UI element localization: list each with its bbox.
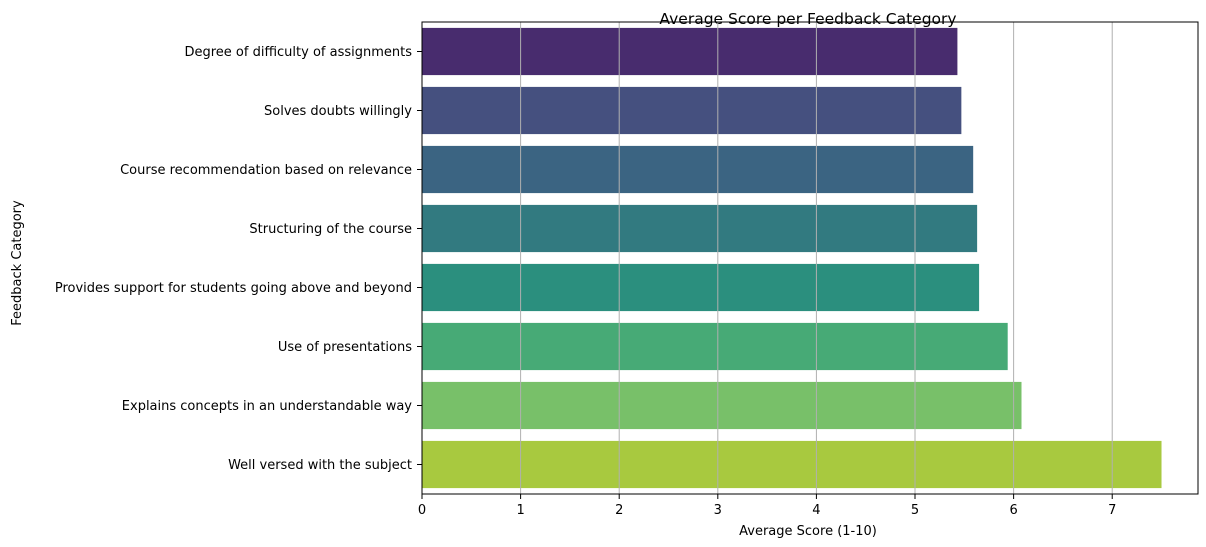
bar-3 — [422, 145, 974, 194]
bar-2 — [422, 86, 962, 135]
bar-4 — [422, 204, 978, 253]
x-tick-label: 4 — [812, 503, 820, 518]
plot-frame — [421, 21, 1199, 495]
chart-title: Average Score per Feedback Category — [659, 10, 956, 28]
y-tick-label: Course recommendation based on relevance — [120, 163, 412, 178]
y-axis-label: Feedback Category — [10, 200, 25, 326]
x-axis: 0 1 2 3 4 5 6 7 — [418, 494, 1116, 518]
y-tick-label: Explains concepts in an understandable w… — [122, 399, 413, 414]
x-tick-label: 6 — [1009, 503, 1017, 518]
x-tick-label: 1 — [516, 503, 524, 518]
y-axis: Degree of difficulty of assignments Solve… — [55, 45, 422, 473]
bar-7 — [422, 381, 1022, 430]
bars — [422, 27, 1162, 489]
y-tick-label: Provides support for students going abov… — [55, 281, 412, 296]
bar-6 — [422, 322, 1008, 371]
x-tick-label: 5 — [911, 503, 919, 518]
x-tick-label: 2 — [615, 503, 623, 518]
bar-8 — [422, 440, 1162, 489]
y-tick-label: Structuring of the course — [249, 222, 412, 237]
bar-1 — [422, 27, 958, 76]
y-tick-label: Well versed with the subject — [228, 458, 412, 473]
grid-overlay — [520, 22, 1113, 494]
x-tick-label: 3 — [714, 503, 722, 518]
x-tick-label: 0 — [418, 503, 426, 518]
bar-5 — [422, 263, 980, 312]
y-tick-label: Use of presentations — [278, 340, 412, 355]
x-tick-label: 7 — [1108, 503, 1116, 518]
y-tick-label: Solves doubts willingly — [264, 104, 412, 119]
y-tick-label: Degree of difficulty of assignments — [184, 45, 412, 60]
x-axis-label: Average Score (1-10) — [739, 524, 877, 539]
